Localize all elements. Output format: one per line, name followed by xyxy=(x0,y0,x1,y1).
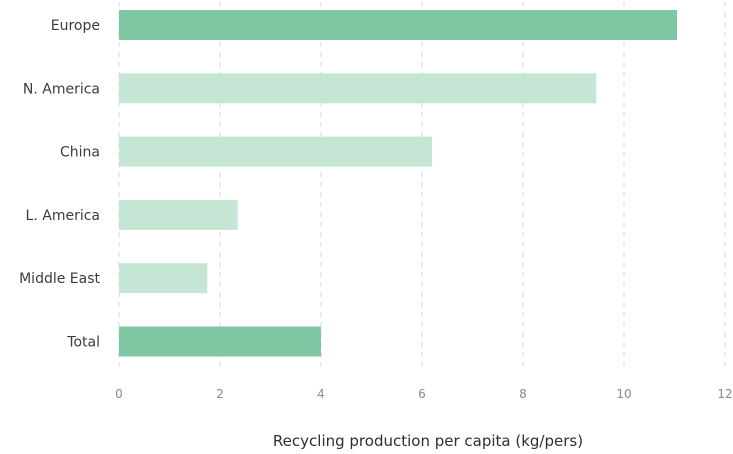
x-tick-label: 8 xyxy=(519,387,527,401)
grid-lines xyxy=(118,2,726,370)
category-label: China xyxy=(60,145,100,161)
bar xyxy=(119,136,433,167)
category-label: Europe xyxy=(51,18,100,34)
x-axis-title: Recycling production per capita (kg/pers… xyxy=(273,432,583,450)
bar xyxy=(119,199,238,230)
x-tick-label: 10 xyxy=(616,387,631,401)
category-label: Total xyxy=(66,335,100,351)
category-label: N. America xyxy=(23,81,100,97)
bar xyxy=(119,263,208,294)
bar xyxy=(119,10,678,40)
x-tick-label: 6 xyxy=(418,387,426,401)
category-labels: Europe N. America China L. America Middle Ea… xyxy=(19,18,100,351)
category-label: Middle East xyxy=(19,271,100,287)
x-tick-label: 0 xyxy=(115,387,123,401)
category-label: L. America xyxy=(26,208,100,224)
x-tick-label: 2 xyxy=(216,387,224,401)
x-tick-label: 4 xyxy=(317,387,325,401)
x-tick-label: 12 xyxy=(717,387,732,401)
bar xyxy=(119,326,321,357)
x-tick-labels: 0 2 4 6 8 10 12 xyxy=(115,387,732,401)
bar xyxy=(119,73,597,104)
bars xyxy=(119,10,678,357)
